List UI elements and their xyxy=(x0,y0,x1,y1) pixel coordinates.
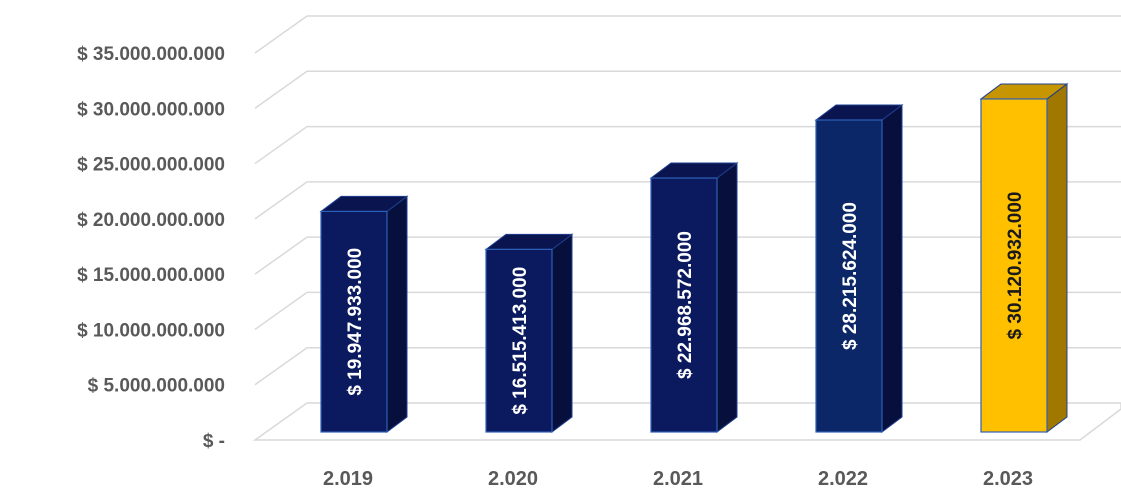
data-label: $ 30.120.932.000 xyxy=(1005,192,1026,340)
bar-2.023: $ 30.120.932.000 xyxy=(979,82,1069,433)
bar-front xyxy=(650,177,718,433)
bar-2.020: $ 16.515.413.000 xyxy=(484,233,574,433)
data-label: $ 16.515.413.000 xyxy=(510,267,531,415)
bar-front xyxy=(815,119,883,433)
x-tick-label: 2.021 xyxy=(653,468,703,490)
y-axis-tick-labels: $ - $ 5.000.000.000 $ 10.000.000.000 $ 15.0… xyxy=(77,44,225,452)
bar-front xyxy=(980,98,1048,433)
bar-front xyxy=(485,248,553,433)
bar-side xyxy=(386,195,408,433)
y-tick-label: $ 20.000.000.000 xyxy=(77,210,225,231)
data-label: $ 22.968.572.000 xyxy=(675,231,696,379)
bar-side xyxy=(1046,82,1068,433)
bar-2.022: $ 28.215.624.000 xyxy=(814,104,904,433)
x-axis-tick-labels: 2.019 2.020 2.021 2.022 2.023 xyxy=(323,468,1033,490)
y-tick-label: $ 10.000.000.000 xyxy=(77,320,225,341)
bars: $ 19.947.933.000 $ 16.515.413.000 $ 22.968… xyxy=(319,82,1069,433)
gridline xyxy=(254,15,1121,54)
bar-side xyxy=(716,162,738,433)
x-tick-label: 2.019 xyxy=(323,468,373,490)
y-tick-label: $ 30.000.000.000 xyxy=(77,99,225,120)
x-tick-label: 2.022 xyxy=(818,468,868,490)
data-label: $ 28.215.624.000 xyxy=(840,202,861,350)
bar-2.019: $ 19.947.933.000 xyxy=(319,195,409,433)
bar-2.021: $ 22.968.572.000 xyxy=(649,162,739,433)
y-tick-label: $ 5.000.000.000 xyxy=(88,376,225,397)
y-tick-label: $ 25.000.000.000 xyxy=(77,155,225,176)
data-label: $ 19.947.933.000 xyxy=(345,248,366,396)
bar-front xyxy=(320,210,388,433)
y-tick-label: $ 35.000.000.000 xyxy=(77,44,225,65)
bar-side xyxy=(881,104,903,433)
x-tick-label: 2.020 xyxy=(488,468,538,490)
y-tick-label: $ 15.000.000.000 xyxy=(77,265,225,286)
y-tick-label: $ - xyxy=(203,431,225,452)
x-tick-label: 2.023 xyxy=(983,468,1033,490)
gridline xyxy=(254,70,1121,109)
bar-side xyxy=(551,233,573,433)
